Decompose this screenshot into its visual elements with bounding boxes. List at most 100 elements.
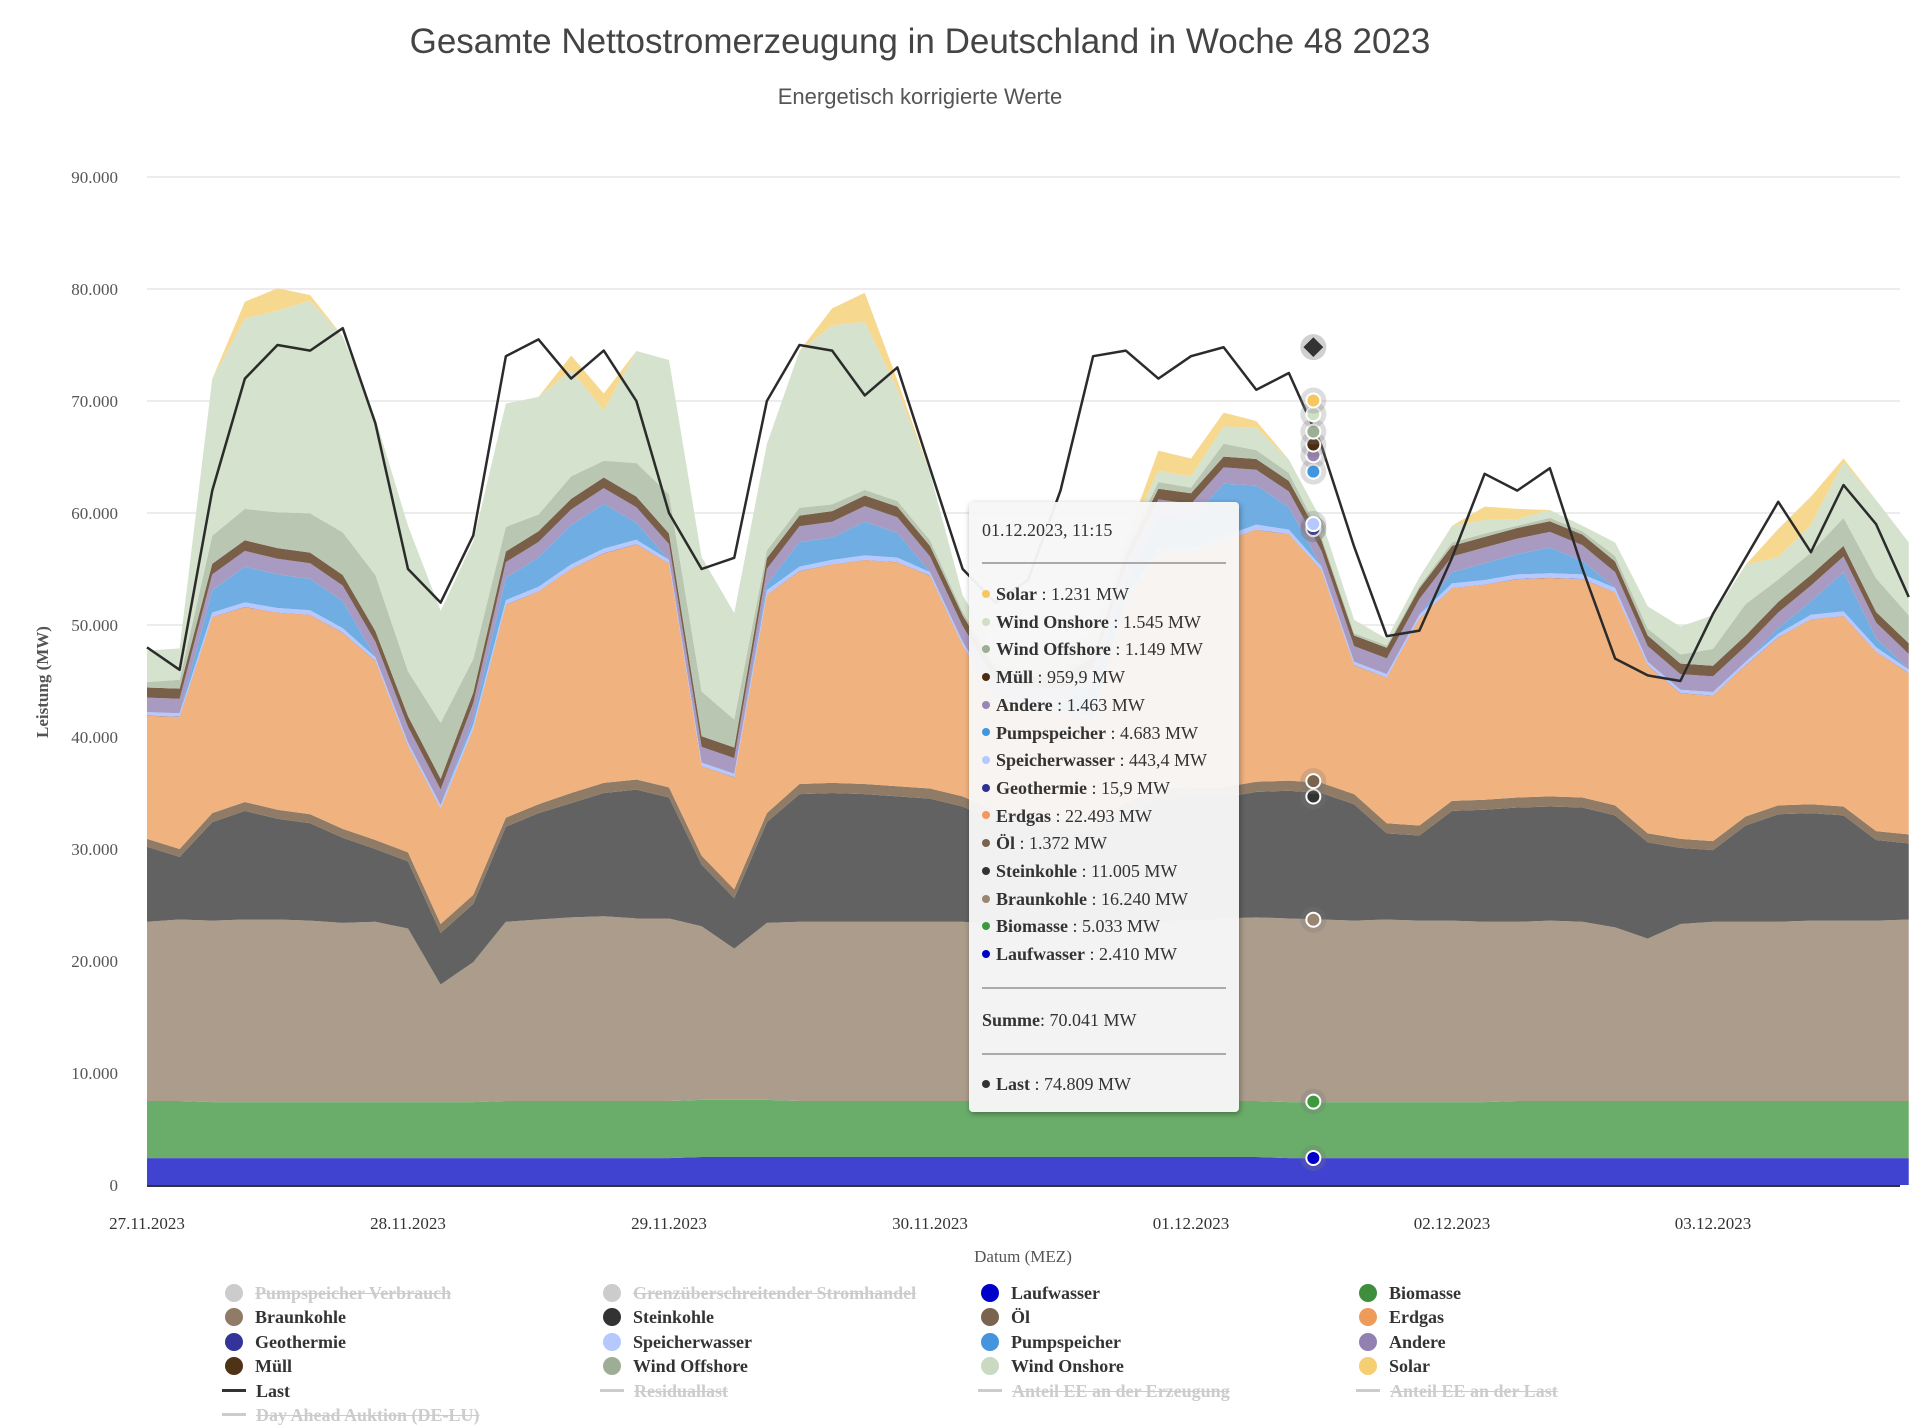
tooltip-row-solar: Solar : 1.231 MW	[982, 584, 1129, 605]
tooltip-series-value: 22.493 MW	[1065, 805, 1153, 826]
tooltip-last-value: 74.809 MW	[1044, 1074, 1132, 1094]
hover-marker-laufwasser	[1305, 1150, 1322, 1167]
tooltip-series-dot	[982, 894, 990, 903]
y-tick-label: 0	[110, 1176, 119, 1195]
legend-item-residuallast[interactable]: Residuallast	[600, 1379, 729, 1403]
tooltip-series-name: Pumpspeicher	[996, 722, 1106, 743]
legend-label: Last	[256, 1380, 291, 1401]
legend-item-last[interactable]: Last	[222, 1379, 291, 1403]
tooltip-series-dot	[982, 783, 990, 792]
legend-circle-icon	[981, 1357, 999, 1376]
legend: Pumpspeicher Verbrauch Grenzüberschreiten…	[222, 1281, 1725, 1425]
tooltip-series-name: Steinkohle	[996, 861, 1078, 881]
tooltip-series-name: Erdgas	[996, 805, 1052, 826]
tooltip-series-dot	[982, 866, 990, 875]
y-tick-label: 40.000	[71, 728, 118, 747]
hover-marker-speicherwasser	[1305, 516, 1322, 533]
legend-line-icon	[1356, 1388, 1380, 1392]
tooltip: 01.12.2023, 11:15 Solar : 1.231 MW Wind O…	[969, 502, 1239, 1112]
legend-circle-icon	[1359, 1332, 1377, 1351]
x-tick-label: 01.12.2023	[1153, 1214, 1230, 1233]
hover-markers	[1300, 334, 1327, 1172]
legend-label: Öl	[1011, 1307, 1031, 1328]
tooltip-row-wind-onshore: Wind Onshore : 1.545 MW	[982, 612, 1201, 633]
legend-item-pumpspeicher[interactable]: Pumpspeicher	[981, 1330, 1121, 1354]
x-tick-label: 30.11.2023	[892, 1214, 968, 1233]
legend-item-oel[interactable]: Öl	[981, 1305, 1030, 1329]
tooltip-row-pumpspeicher: Pumpspeicher : 4.683 MW	[982, 723, 1198, 744]
legend-label: Grenzüberschreitender Stromhandel	[633, 1283, 917, 1303]
legend-line-icon	[222, 1388, 246, 1392]
tooltip-divider	[982, 562, 1226, 564]
x-axis-ticks: 27.11.2023 28.11.2023 29.11.2023 30.11.2023…	[109, 1214, 1751, 1233]
chart-subtitle: Energetisch korrigierte Werte	[777, 84, 1063, 109]
legend-label: Braunkohle	[255, 1307, 347, 1328]
legend-item-muell[interactable]: Müll	[225, 1354, 292, 1378]
hover-marker-last	[1303, 337, 1324, 358]
legend-line-icon	[978, 1388, 1002, 1392]
legend-label: Wind Onshore	[1011, 1356, 1124, 1377]
legend-item-wind-onshore[interactable]: Wind Onshore	[981, 1354, 1124, 1378]
legend-item-andere[interactable]: Andere	[1359, 1330, 1446, 1354]
area-biomasse	[147, 1099, 1909, 1159]
x-tick-label: 27.11.2023	[109, 1214, 185, 1233]
x-tick-label: 29.11.2023	[631, 1214, 707, 1233]
tooltip-series-value: 4.683 MW	[1120, 722, 1199, 743]
tooltip-series-dot	[982, 811, 990, 820]
legend-label: Speicherwasser	[633, 1331, 752, 1352]
legend-label: Anteil EE an der Erzeugung	[1012, 1380, 1230, 1401]
legend-item-biomasse[interactable]: Biomasse	[1359, 1281, 1461, 1305]
tooltip-series-name: Speicherwasser	[996, 750, 1115, 771]
legend-circle-icon	[225, 1308, 243, 1327]
legend-item-steinkohle[interactable]: Steinkohle	[603, 1305, 714, 1329]
tooltip-series-name: Braunkohle	[996, 888, 1088, 909]
legend-item-anteil-ee-an-der-erzeugung[interactable]: Anteil EE an der Erzeugung	[978, 1379, 1230, 1403]
legend-label: Erdgas	[1389, 1307, 1445, 1328]
legend-label: Wind Offshore	[633, 1356, 748, 1377]
hover-marker-solar	[1305, 392, 1322, 409]
legend-item-wind-offshore[interactable]: Wind Offshore	[603, 1354, 748, 1378]
y-axis-title: Leistung (MW)	[33, 626, 52, 738]
tooltip-last-label: Last	[996, 1074, 1031, 1094]
tooltip-series-value: 11.005 MW	[1091, 861, 1178, 881]
legend-label: Andere	[1389, 1331, 1446, 1352]
x-tick-label: 28.11.2023	[370, 1214, 446, 1233]
legend-label: Steinkohle	[633, 1307, 715, 1328]
tooltip-sum-label: Summe	[982, 1010, 1040, 1030]
tooltip-series-name: Geothermie	[996, 777, 1087, 798]
legend-line-icon	[600, 1388, 624, 1392]
tooltip-divider	[982, 987, 1226, 989]
tooltip-series-value: 1.463 MW	[1066, 694, 1145, 715]
legend-circle-icon	[225, 1332, 243, 1351]
tooltip-row-biomasse: Biomasse : 5.033 MW	[982, 916, 1160, 937]
legend-item-solar[interactable]: Solar	[1359, 1354, 1430, 1378]
stacked-area-chart[interactable]: 0 10.000 20.000 30.000 40.000 50.000 60.000 70.…	[0, 0, 1920, 1270]
legend-label: Biomasse	[1389, 1283, 1461, 1303]
y-axis-ticks: 0 10.000 20.000 30.000 40.000 50.000 60.000 70.…	[71, 168, 118, 1195]
tooltip-series-name: Wind Offshore	[996, 639, 1111, 660]
tooltip-series-value: 15,9 MW	[1100, 777, 1170, 798]
tooltip-series-value: 1.545 MW	[1122, 611, 1201, 632]
tooltip-series-name: Andere	[996, 694, 1053, 715]
tooltip-sum: Summe: 70.041 MW	[982, 1010, 1137, 1030]
tooltip-series-dot	[982, 645, 990, 654]
x-tick-label: 02.12.2023	[1414, 1214, 1491, 1233]
tooltip-series-value: 2.410 MW	[1099, 944, 1178, 965]
legend-item-grenzueberschreitender-stromhandel[interactable]: Grenzüberschreitender Stromhandel	[603, 1281, 916, 1305]
legend-item-laufwasser[interactable]: Laufwasser	[981, 1281, 1100, 1305]
legend-item-anteil-ee-an-der-last[interactable]: Anteil EE an der Last	[1356, 1379, 1558, 1403]
legend-item-geothermie[interactable]: Geothermie	[225, 1330, 346, 1354]
legend-item-braunkohle[interactable]: Braunkohle	[225, 1305, 346, 1329]
legend-label: Residuallast	[634, 1380, 729, 1401]
hover-marker-steinkohle	[1305, 788, 1322, 805]
legend-item-erdgas[interactable]: Erdgas	[1359, 1305, 1444, 1329]
legend-item-pumpspeicher-verbrauch[interactable]: Pumpspeicher Verbrauch	[225, 1281, 451, 1305]
x-axis-title: Datum (MEZ)	[974, 1247, 1072, 1266]
legend-item-day-ahead-auktion-de-lu[interactable]: Day Ahead Auktion (DE-LU)	[222, 1403, 480, 1427]
tooltip-series-dot	[982, 756, 990, 765]
tooltip-series-value: 1.372 MW	[1029, 833, 1108, 854]
tooltip-series-dot	[982, 672, 990, 681]
legend-item-speicherwasser[interactable]: Speicherwasser	[603, 1330, 752, 1354]
legend-circle-icon	[1359, 1357, 1377, 1376]
tooltip-timestamp: 01.12.2023, 11:15	[982, 520, 1113, 540]
